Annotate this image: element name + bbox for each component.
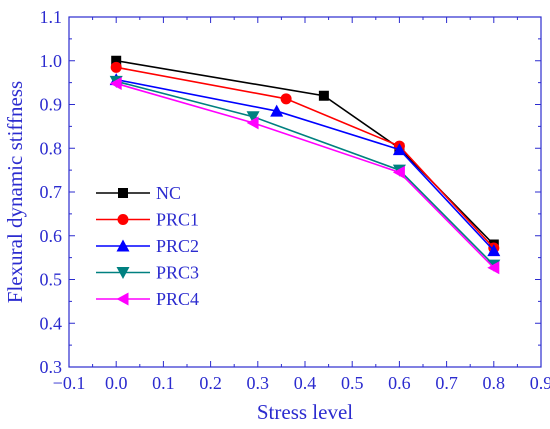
data-point bbox=[318, 90, 329, 101]
legend-marker bbox=[117, 214, 129, 225]
y-tick-label: 1.1 bbox=[40, 7, 63, 27]
series-prc4 bbox=[109, 77, 500, 275]
y-axis-title: Flexural dynamic stiffness bbox=[3, 81, 27, 303]
legend-item: NC bbox=[96, 183, 181, 203]
data-point bbox=[487, 244, 501, 257]
plot-border bbox=[68, 16, 542, 368]
series-line bbox=[116, 66, 495, 249]
y-tick-label: 0.9 bbox=[40, 95, 63, 115]
y-tick-label: 0.8 bbox=[40, 138, 63, 158]
x-tick-label: 0.8 bbox=[483, 373, 506, 393]
plot-frame bbox=[68, 16, 542, 368]
y-tick-label: 1.0 bbox=[40, 51, 63, 71]
y-tick-label: 0.4 bbox=[40, 313, 63, 333]
legend-marker bbox=[116, 239, 130, 252]
y-tick-label: 0.6 bbox=[40, 226, 63, 246]
legend-item: PRC4 bbox=[96, 289, 199, 309]
legend-marker bbox=[118, 188, 128, 198]
tick-labels: −0.1 0.0 0.1 0.2 0.3 0.4 0.5 0.6 0.7 0.8 0.9 0.3 0.4… bbox=[40, 7, 550, 393]
x-tick-label: 0.7 bbox=[435, 373, 458, 393]
data-point bbox=[111, 55, 122, 66]
legend-item: PRC2 bbox=[96, 236, 199, 256]
x-tick-label: 0.6 bbox=[388, 373, 411, 393]
legend-label: PRC4 bbox=[156, 289, 199, 309]
legend-item: PRC3 bbox=[96, 263, 199, 283]
data-point bbox=[270, 104, 284, 117]
x-tick-label: 0.4 bbox=[294, 373, 317, 393]
y-tick-label: 0.7 bbox=[40, 182, 63, 202]
data-point bbox=[487, 261, 500, 275]
y-tick-label: 0.3 bbox=[40, 357, 63, 377]
data-point bbox=[246, 111, 260, 124]
data-point bbox=[109, 77, 122, 90]
series-line bbox=[115, 80, 495, 266]
y-tick-label: 0.5 bbox=[40, 270, 63, 290]
x-tick-label: 0.3 bbox=[247, 373, 270, 393]
legend-label: NC bbox=[156, 183, 181, 203]
data-point bbox=[280, 93, 292, 105]
series-line bbox=[115, 82, 495, 269]
legend: NC PRC1 PRC2 PRC3 PRC4 bbox=[96, 183, 199, 309]
series-layer bbox=[109, 55, 501, 275]
x-axis-title: Stress level bbox=[257, 400, 353, 424]
series-line bbox=[116, 78, 495, 252]
x-tick-label: −0.1 bbox=[53, 373, 86, 393]
legend-label: PRC1 bbox=[156, 210, 199, 230]
data-point bbox=[392, 143, 406, 156]
legend-item: PRC1 bbox=[96, 210, 199, 230]
data-point bbox=[392, 165, 405, 179]
data-point bbox=[110, 61, 122, 73]
legend-label: PRC3 bbox=[156, 263, 199, 283]
x-tick-label: 0.9 bbox=[530, 373, 550, 393]
data-point bbox=[246, 116, 259, 130]
legend-marker bbox=[116, 292, 129, 306]
axis-ticks bbox=[68, 16, 542, 368]
legend-label: PRC2 bbox=[156, 236, 199, 256]
x-tick-label: 0.0 bbox=[105, 373, 128, 393]
x-tick-label: 0.5 bbox=[341, 373, 364, 393]
x-tick-label: 0.2 bbox=[199, 373, 222, 393]
x-tick-label: 0.1 bbox=[152, 373, 175, 393]
legend-marker bbox=[116, 267, 130, 279]
